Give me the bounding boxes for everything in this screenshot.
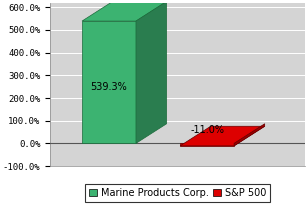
Polygon shape: [234, 124, 265, 146]
Text: 539.3%: 539.3%: [91, 82, 128, 92]
Text: -11.0%: -11.0%: [190, 125, 224, 135]
Legend: Marine Products Corp., S&P 500: Marine Products Corp., S&P 500: [85, 184, 270, 202]
Polygon shape: [82, 21, 136, 143]
Polygon shape: [180, 126, 265, 146]
Polygon shape: [82, 1, 167, 21]
Polygon shape: [180, 143, 234, 146]
Polygon shape: [136, 1, 167, 143]
